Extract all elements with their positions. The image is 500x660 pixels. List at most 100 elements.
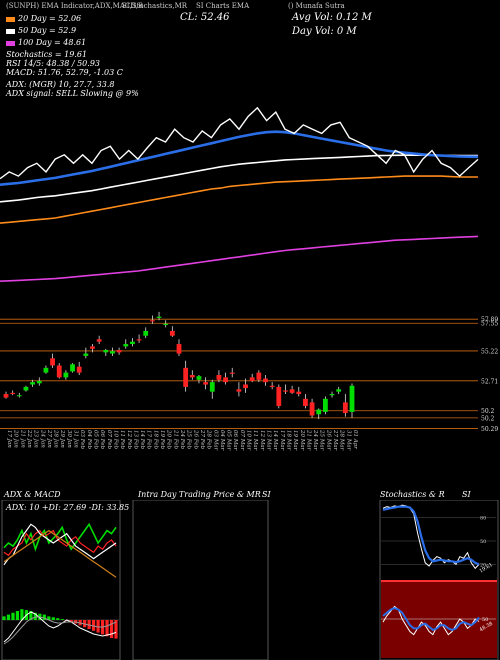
- date-label: 20 Mar: [299, 429, 305, 451]
- candle-body: [83, 353, 89, 356]
- date-label: 27 Jan: [46, 429, 52, 448]
- bottom-panels: ADX: 10 +DI: 27.69 -DI: 33.85 80502019.6…: [1, 500, 499, 660]
- date-label: 14 Mar: [272, 430, 278, 451]
- candle-body: [76, 366, 82, 373]
- macd-histogram-bar: [109, 620, 114, 638]
- intraday-si-label: SI: [262, 490, 271, 499]
- candle-body: [130, 341, 135, 345]
- date-label: 27 Mar: [332, 429, 338, 451]
- price-level-label: 57.55: [481, 321, 498, 328]
- candle-body: [289, 389, 295, 393]
- candle-body: [223, 377, 228, 383]
- candle-body: [276, 386, 282, 406]
- stoch-si-label: SI: [462, 490, 471, 499]
- date-label: 07 Mar: [239, 430, 245, 451]
- adx-series-0: [3, 522, 117, 552]
- date-label: 20 Jan: [13, 429, 19, 448]
- rsi-top-border: [381, 580, 497, 582]
- candle-body: [283, 390, 288, 392]
- date-label: 24 Jan: [39, 429, 45, 448]
- date-label: 11 Mar: [252, 430, 258, 451]
- intraday-frame: [132, 500, 269, 660]
- price-level-label: 50.2: [481, 415, 495, 422]
- macd-histogram-bar: [11, 612, 15, 620]
- date-label: 19 Mar: [292, 430, 298, 451]
- candle-body: [296, 391, 302, 395]
- macd-histogram-bar: [42, 614, 46, 620]
- macd-histogram-bar: [56, 618, 60, 620]
- candle-body: [110, 351, 115, 354]
- date-label: 05 Mar: [226, 430, 232, 451]
- date-label: 12 Mar: [259, 430, 265, 451]
- date-label: 18 Feb: [152, 430, 158, 450]
- stoch-level-label: 80: [480, 516, 486, 522]
- macd-histogram-bar: [96, 620, 100, 633]
- candle-body: [30, 382, 36, 385]
- macd-histogram-bar: [51, 617, 55, 620]
- candle-body: [103, 350, 109, 353]
- candle-body: [196, 376, 202, 380]
- date-label: 10 Feb: [113, 430, 119, 450]
- candle-body: [329, 394, 335, 396]
- candle-body: [322, 398, 328, 412]
- ema-series-4: [0, 106, 479, 180]
- legend-ema50-label: 50 Day = 52.9: [18, 26, 77, 35]
- date-label: 04 Mar: [219, 430, 225, 451]
- ema-lines: [0, 106, 479, 282]
- legend-ema100-label: 100 Day = 48.61: [18, 38, 87, 47]
- candle-body: [229, 372, 235, 374]
- stoch-readout: Stochastics = 19.61: [6, 50, 88, 59]
- rsi-level-label: 50: [482, 617, 488, 623]
- date-label: 01 Apr: [352, 430, 358, 449]
- swatch-ema100: [6, 40, 15, 46]
- ema-series-3: [0, 235, 479, 282]
- date-axis: 17 Jan 20 Jan 21 Jan 22 Jan 23 Jan 24 Jan 27 J…: [6, 429, 358, 451]
- candle-body: [169, 330, 175, 336]
- candle-body: [70, 364, 75, 372]
- price-level-label: 50.29: [481, 426, 498, 433]
- adx-panel-readout: ADX: 10 +DI: 27.69 -DI: 33.85: [5, 503, 129, 512]
- candle-body: [316, 409, 322, 415]
- candle-body: [203, 382, 209, 385]
- date-label: 05 Feb: [93, 430, 99, 450]
- candles: [3, 311, 355, 420]
- price-level-label: 57.89: [481, 317, 498, 324]
- candle-body: [309, 402, 315, 416]
- date-label: 30 Jan: [66, 430, 72, 448]
- rsi-readout: RSI 14/5: 48.38 / 50.93: [6, 59, 100, 68]
- date-label: 06 Feb: [99, 430, 105, 450]
- date-label: 28 Feb: [206, 429, 212, 450]
- candle-body: [249, 377, 255, 381]
- date-label: 26 Feb: [192, 429, 198, 450]
- candle-body: [263, 378, 268, 383]
- date-label: 19 Feb: [159, 430, 165, 450]
- adx-macd-frame: [1, 500, 121, 660]
- macd-readout: MACD: 51.76, 52.79, -1.03 C: [6, 68, 123, 77]
- ema-series-1: [0, 154, 478, 203]
- date-label: 04 Feb: [86, 430, 92, 450]
- swatch-ema20: [6, 16, 15, 22]
- date-label: 18 Mar: [286, 430, 292, 451]
- legend-ema50: 50 Day = 52.9: [6, 26, 76, 35]
- price-level-label: 55.22: [481, 348, 498, 355]
- candle-body: [43, 367, 49, 373]
- stoch-rsi-frame: [379, 500, 499, 660]
- header-right: () Munafa Sutra: [288, 2, 345, 10]
- ticker-line-2: SI,Stochastics,MR: [122, 2, 188, 10]
- avg-vol: Avg Vol: 0.12 M: [292, 12, 372, 23]
- ema-series-0: [0, 175, 478, 224]
- adx-series-3: [3, 529, 117, 578]
- macd-histogram-bar: [60, 619, 64, 620]
- candle-body: [236, 389, 242, 392]
- intraday-panel-title: Intra Day Trading Price & MR: [138, 490, 261, 499]
- candle-body: [16, 395, 22, 397]
- macd-series-1: [3, 616, 117, 645]
- date-label: 31 Mar: [345, 430, 351, 451]
- macd-histogram-bar: [33, 612, 37, 620]
- candle-body: [209, 382, 215, 392]
- macd-histogram-bar: [15, 611, 20, 620]
- date-label: 17 Jan: [6, 430, 12, 448]
- macd-histogram-bar: [114, 620, 118, 639]
